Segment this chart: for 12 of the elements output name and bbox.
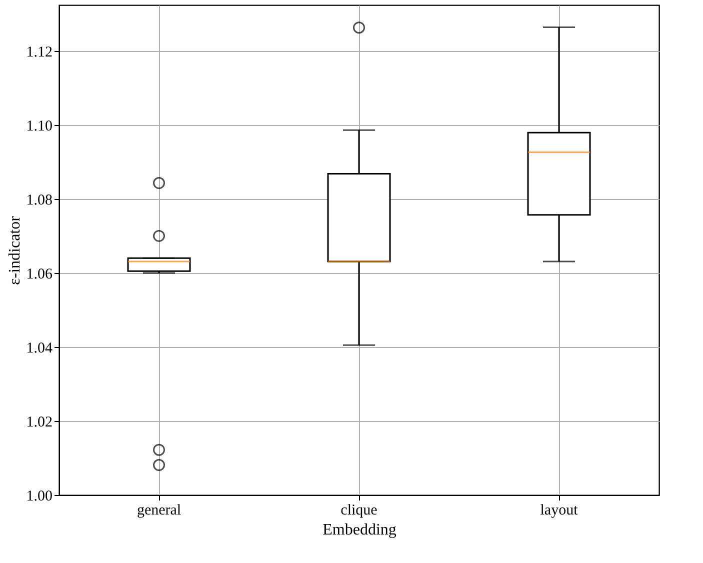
x-tick-label: clique (340, 502, 378, 518)
y-tick-label: 1.08 (26, 192, 52, 208)
y-tick-label: 1.10 (26, 118, 52, 134)
x-tick-label: layout (540, 502, 579, 518)
y-tick-label: 1.12 (26, 44, 52, 60)
y-axis-title: ε-indicator (6, 215, 24, 285)
y-tick-label: 1.04 (26, 340, 53, 356)
y-tick-label: 1.06 (26, 266, 53, 282)
x-axis-title: Embedding (322, 522, 396, 538)
y-tick-label: 1.02 (26, 414, 52, 430)
x-tick-label: general (136, 502, 182, 518)
y-tick-label: 1.00 (26, 488, 52, 504)
